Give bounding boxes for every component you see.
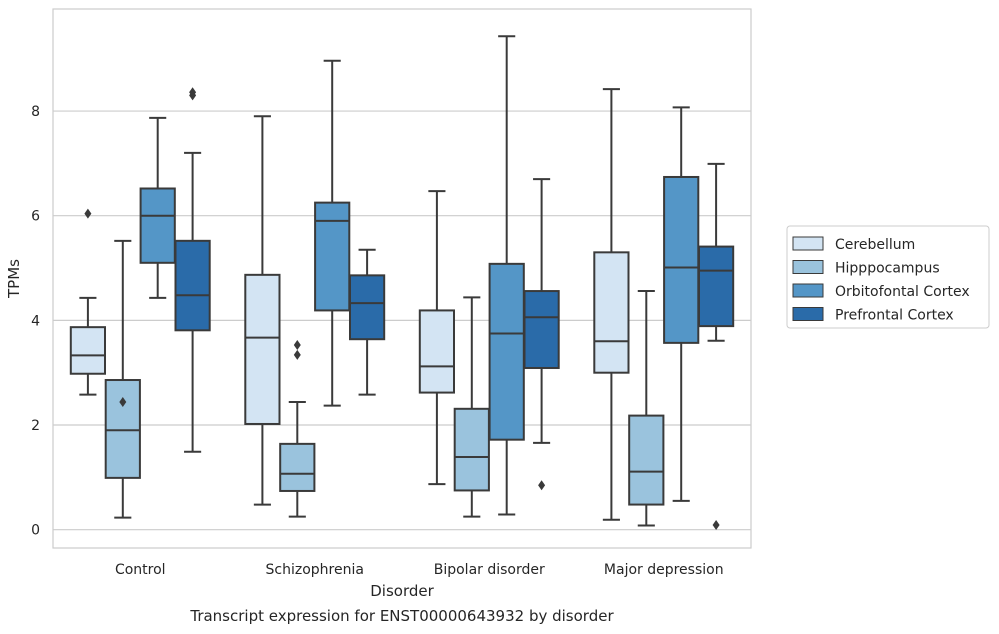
outlier-point	[712, 519, 720, 530]
plot-area-frame	[52, 8, 752, 549]
box-body	[663, 175, 700, 344]
legend-label: Cerebellum	[835, 237, 915, 253]
legend-swatch	[792, 236, 824, 251]
chart-caption: Transcript expression for ENST0000064393…	[189, 607, 614, 625]
y-tick-label: 4	[31, 313, 40, 329]
y-tick-label: 8	[31, 104, 40, 120]
y-axis-ticks: 0 2 4 6 8	[31, 104, 40, 539]
box	[279, 339, 316, 518]
box-body	[697, 245, 735, 328]
outlier-point	[293, 349, 301, 360]
box	[628, 290, 665, 527]
box	[488, 35, 525, 516]
legend-label: Orbitofontal Cortex	[835, 284, 970, 300]
box-body	[593, 251, 630, 374]
box-body	[418, 309, 456, 394]
legend-label: Prefrontal Cortex	[835, 308, 954, 324]
box-body	[453, 407, 490, 492]
x-tick-label: Major depression	[604, 562, 724, 578]
box-body	[279, 442, 316, 492]
legend-label: Hipppocampus	[835, 261, 940, 277]
x-axis-ticks: Control Schizophrenia Bipolar disorder Majo…	[115, 562, 724, 578]
y-tick-label: 6	[31, 209, 40, 225]
box-body	[174, 239, 211, 332]
series-group	[69, 88, 630, 521]
outlier-point	[84, 208, 92, 219]
box-series	[69, 35, 735, 530]
box-body	[348, 274, 386, 341]
legend: Cerebellum Hipppocampus Orbitofontal Corte…	[786, 225, 990, 329]
box	[453, 296, 490, 518]
series-group	[174, 87, 735, 530]
y-tick-label: 2	[31, 418, 40, 434]
box	[314, 59, 351, 407]
box-body	[488, 262, 525, 441]
y-axis-label: TPMs	[5, 259, 23, 299]
box-body	[628, 414, 665, 506]
box-body	[69, 326, 107, 375]
legend-swatch	[792, 283, 824, 298]
box	[523, 178, 560, 491]
y-tick-label: 0	[31, 523, 40, 539]
x-tick-label: Schizophrenia	[266, 562, 364, 578]
series-group	[139, 35, 700, 516]
box	[593, 88, 630, 521]
outlier-point	[189, 87, 197, 98]
box	[697, 162, 735, 530]
box	[244, 115, 281, 506]
box	[139, 116, 176, 299]
box	[348, 248, 386, 396]
box	[418, 190, 456, 486]
box	[104, 239, 141, 519]
legend-swatch	[792, 307, 824, 321]
x-tick-label: Control	[115, 562, 166, 578]
outlier-point	[119, 396, 127, 407]
box-body	[244, 273, 281, 425]
box-body	[139, 187, 176, 264]
box-body	[104, 379, 141, 479]
box-body	[314, 201, 351, 312]
box-body	[523, 290, 560, 369]
legend-frame	[786, 225, 990, 329]
outlier-point	[538, 480, 546, 491]
series-group	[104, 239, 665, 527]
box	[69, 208, 107, 396]
outlier-point	[293, 339, 301, 350]
box	[174, 87, 211, 453]
x-tick-label: Bipolar disorder	[434, 562, 545, 578]
legend-swatch	[792, 260, 824, 274]
x-axis-label: Disorder	[370, 582, 434, 600]
